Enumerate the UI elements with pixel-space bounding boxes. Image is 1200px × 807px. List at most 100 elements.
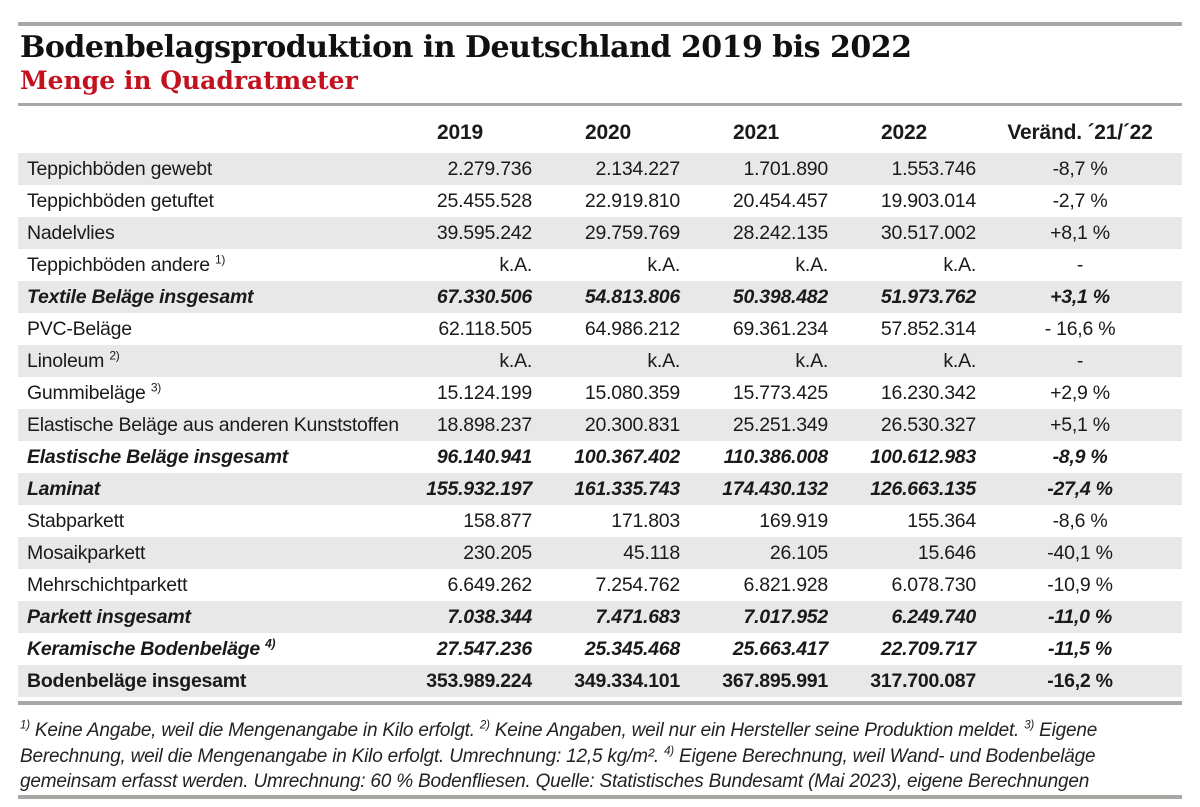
footnote-marker: 3) bbox=[1024, 719, 1035, 732]
value-cell: 100.612.983 bbox=[870, 445, 976, 468]
production-table: 2019 2020 2021 2022 Veränd. ´21/´22 Teppichb… bbox=[18, 112, 1182, 697]
row-label: Gummibeläge 3) bbox=[27, 380, 161, 404]
value-cell: 1.553.746 bbox=[891, 157, 976, 180]
value-cell: 15.080.359 bbox=[584, 381, 680, 404]
change-cell: +2,9 % bbox=[1050, 381, 1110, 404]
column-header: 2020 bbox=[534, 112, 682, 153]
value-cell: 6.649.262 bbox=[447, 573, 532, 596]
value-cell: 51.973.762 bbox=[880, 285, 976, 308]
value-cell: 171.803 bbox=[611, 509, 680, 532]
bottom-divider bbox=[18, 795, 1182, 799]
table-row: Laminat 155.932.197 161.335.743 174.430.132… bbox=[18, 473, 1182, 505]
row-label: Teppichböden andere 1) bbox=[27, 252, 226, 276]
table-bottom-divider bbox=[18, 701, 1182, 705]
change-cell: -11,5 % bbox=[1047, 637, 1112, 660]
value-cell: 57.852.314 bbox=[880, 317, 976, 340]
table-row: Elastische Beläge insgesamt 96.140.941 100… bbox=[18, 441, 1182, 473]
change-cell: -11,0 % bbox=[1047, 605, 1112, 628]
row-label: Nadelvlies bbox=[27, 221, 115, 244]
value-cell: 353.989.224 bbox=[426, 669, 532, 692]
top-divider bbox=[18, 22, 1182, 26]
value-cell: 20.300.831 bbox=[584, 413, 680, 436]
change-cell: - bbox=[1076, 253, 1084, 276]
footnote-marker: 4) bbox=[664, 745, 674, 758]
value-cell: 25.251.349 bbox=[732, 413, 828, 436]
change-cell: - bbox=[1076, 349, 1084, 372]
value-cell: 50.398.482 bbox=[732, 285, 828, 308]
value-cell: 28.242.135 bbox=[732, 221, 828, 244]
value-cell: 18.898.237 bbox=[436, 413, 532, 436]
change-cell: -8,6 % bbox=[1052, 509, 1108, 532]
footnote-marker: 1) bbox=[20, 719, 30, 732]
value-cell: 169.919 bbox=[759, 509, 828, 532]
change-cell: +8,1 % bbox=[1050, 221, 1110, 244]
table-row: Gummibeläge 3) 15.124.199 15.080.359 15.773… bbox=[18, 377, 1182, 409]
change-cell: +3,1 % bbox=[1050, 285, 1110, 308]
change-cell: -27,4 % bbox=[1047, 477, 1113, 500]
value-cell: 25.345.468 bbox=[584, 637, 680, 660]
value-cell: 15.773.425 bbox=[732, 381, 828, 404]
value-cell: 7.017.952 bbox=[743, 605, 828, 628]
row-label: Stabparkett bbox=[27, 509, 124, 532]
value-cell: 69.361.234 bbox=[732, 317, 828, 340]
column-header: 2021 bbox=[682, 112, 830, 153]
value-cell: 25.663.417 bbox=[732, 637, 828, 660]
value-cell: 126.663.135 bbox=[870, 477, 976, 500]
value-cell: 22.919.810 bbox=[584, 189, 680, 212]
row-label: Textile Beläge insgesamt bbox=[27, 285, 254, 308]
value-cell: 110.386.008 bbox=[723, 445, 829, 468]
value-cell: 367.895.991 bbox=[722, 669, 828, 692]
value-cell: 230.205 bbox=[463, 541, 532, 564]
row-label: Teppichböden gewebt bbox=[27, 157, 212, 180]
footnote-marker: 2) bbox=[479, 719, 490, 732]
value-cell: 7.471.683 bbox=[595, 605, 680, 628]
value-cell: 26.530.327 bbox=[880, 413, 976, 436]
table-row: PVC-Beläge 62.118.505 64.986.212 69.361.234… bbox=[18, 313, 1182, 345]
page-title: Bodenbelagsproduktion in Deutschland 201… bbox=[20, 30, 912, 65]
row-label: Elastische Beläge aus anderen Kunststoff… bbox=[27, 413, 399, 436]
column-header: 2022 bbox=[830, 112, 978, 153]
value-cell: 62.118.505 bbox=[438, 317, 532, 340]
value-cell: k.A. bbox=[943, 349, 976, 372]
table-row: Teppichböden gewebt 2.279.736 2.134.227 1.7… bbox=[18, 153, 1182, 185]
table-row: Elastische Beläge aus anderen Kunststoff… bbox=[18, 409, 1182, 441]
value-cell: 15.124.199 bbox=[436, 381, 532, 404]
value-cell: 19.903.014 bbox=[880, 189, 976, 212]
change-cell: -16,2 % bbox=[1047, 669, 1113, 692]
change-cell: -8,9 % bbox=[1052, 445, 1108, 468]
footnote-marker: 1) bbox=[215, 252, 226, 266]
value-cell: k.A. bbox=[647, 253, 680, 276]
row-label: Parkett insgesamt bbox=[27, 605, 191, 628]
value-cell: 96.140.941 bbox=[436, 445, 532, 468]
value-cell: 7.254.762 bbox=[595, 573, 680, 596]
row-label: Elastische Beläge insgesamt bbox=[27, 445, 288, 468]
table-row: Teppichböden getuftet 25.455.528 22.919.81… bbox=[18, 185, 1182, 217]
value-cell: 20.454.457 bbox=[732, 189, 828, 212]
change-cell: -40,1 % bbox=[1047, 541, 1113, 564]
table-row: Linoleum 2) k.A. k.A. k.A. k.A. - bbox=[18, 345, 1182, 377]
header-divider bbox=[18, 103, 1182, 106]
footnotes: 1) Keine Angabe, weil die Mengenangabe i… bbox=[20, 719, 1098, 792]
footnote-marker: 4) bbox=[265, 636, 276, 650]
row-label: Keramische Bodenbeläge 4) bbox=[27, 636, 276, 660]
value-cell: 64.986.212 bbox=[584, 317, 680, 340]
value-cell: 22.709.717 bbox=[880, 637, 976, 660]
row-label: Bodenbeläge insgesamt bbox=[27, 669, 247, 692]
page-subtitle: Menge in Quadratmeter bbox=[20, 66, 358, 95]
row-label: Laminat bbox=[27, 477, 101, 500]
value-cell: 67.330.506 bbox=[436, 285, 532, 308]
value-cell: 25.455.528 bbox=[436, 189, 532, 212]
value-cell: 6.078.730 bbox=[891, 573, 976, 596]
value-cell: 27.547.236 bbox=[436, 637, 532, 660]
table-header: 2019 2020 2021 2022 Veränd. ´21/´22 bbox=[18, 112, 1182, 153]
table-row: Parkett insgesamt 7.038.344 7.471.683 7.017… bbox=[18, 601, 1182, 633]
value-cell: 30.517.002 bbox=[880, 221, 976, 244]
row-label: Teppichböden getuftet bbox=[27, 189, 214, 212]
value-cell: 1.701.890 bbox=[743, 157, 828, 180]
value-cell: 155.364 bbox=[907, 509, 976, 532]
value-cell: 6.821.928 bbox=[743, 573, 828, 596]
value-cell: k.A. bbox=[943, 253, 976, 276]
change-cell: -10,9 % bbox=[1047, 573, 1113, 596]
table-row: Teppichböden andere 1) k.A. k.A. k.A. k.A. - bbox=[18, 249, 1182, 281]
